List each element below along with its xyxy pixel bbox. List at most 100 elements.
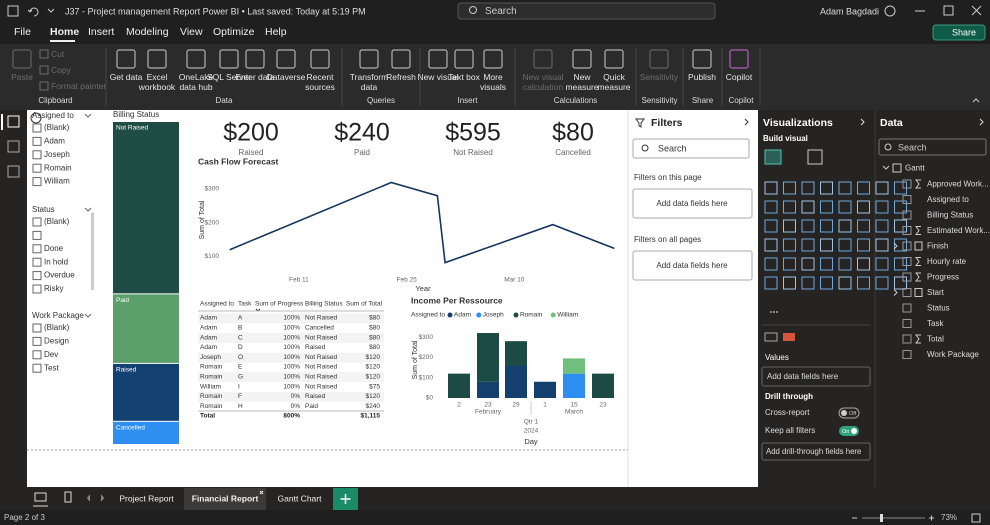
checkbox[interactable] [902, 257, 912, 266]
checkbox[interactable] [902, 334, 912, 344]
checkbox[interactable] [902, 179, 912, 189]
ribbon-button[interactable]: Excel workbook [138, 72, 176, 92]
checkbox[interactable] [902, 241, 912, 251]
ribbon-button[interactable]: SQL Server [206, 72, 252, 82]
ribbon-button[interactable]: More visuals [480, 72, 506, 92]
visual-type-icon[interactable] [783, 238, 796, 252]
visual-type-icon[interactable] [838, 257, 852, 271]
menu-item[interactable]: Insert [88, 26, 114, 38]
drop-zone[interactable] [632, 250, 753, 281]
visual-type-icon[interactable] [783, 219, 796, 233]
visual-type-icon[interactable] [875, 276, 889, 290]
checkbox[interactable] [902, 226, 912, 235]
visual-type-icon[interactable] [875, 219, 889, 233]
view-icon[interactable] [7, 115, 20, 128]
visual-type-icon[interactable] [838, 276, 852, 290]
ribbon-button[interactable]: New visual calculation [522, 72, 564, 92]
visual-type-icon[interactable] [838, 200, 852, 214]
visual-type-icon[interactable] [820, 219, 833, 233]
menu-item[interactable]: File [14, 26, 31, 38]
checkbox[interactable] [32, 257, 42, 267]
checkbox[interactable] [32, 177, 42, 187]
visual-type-icon[interactable] [764, 257, 778, 271]
toggle-off[interactable] [838, 407, 860, 419]
visual-type-icon[interactable] [894, 200, 907, 214]
page-tab[interactable] [266, 488, 333, 510]
ribbon-button[interactable]: New visual [417, 72, 459, 82]
ribbon-button[interactable]: New measure [565, 72, 599, 92]
ribbon-button[interactable]: Get data [109, 72, 143, 82]
page-tab[interactable] [184, 488, 266, 510]
visual-type-icon[interactable] [894, 257, 907, 271]
visual-type-icon[interactable] [875, 238, 889, 252]
checkbox[interactable] [32, 244, 42, 254]
page-tab[interactable] [110, 488, 183, 510]
ribbon-button[interactable]: Enter data [235, 72, 275, 82]
zoom-thumb[interactable] [880, 514, 883, 522]
visual-type-icon[interactable] [857, 238, 870, 252]
visual-type-icon[interactable] [820, 276, 833, 290]
maximize[interactable] [943, 5, 954, 16]
data-search[interactable] [878, 138, 987, 156]
view-icon[interactable] [7, 165, 20, 178]
checkbox[interactable] [32, 350, 42, 360]
checkbox[interactable] [32, 123, 42, 133]
visual-type-icon[interactable] [820, 238, 833, 252]
checkbox[interactable] [32, 230, 42, 240]
checkbox[interactable] [32, 136, 42, 146]
close[interactable] [971, 5, 982, 16]
visual-type-icon[interactable] [783, 257, 796, 271]
checkbox[interactable] [902, 210, 912, 220]
ribbon-button[interactable]: Cut [51, 49, 65, 59]
ribbon-button[interactable]: Copy [51, 65, 71, 75]
search-box[interactable] [457, 2, 716, 20]
menu-item[interactable]: Home [50, 26, 79, 38]
visual-type-icon[interactable] [894, 238, 907, 252]
ribbon-button[interactable]: Text box [448, 72, 480, 82]
checkbox[interactable] [902, 319, 912, 328]
visual-type-icon[interactable] [801, 219, 815, 233]
visual-type-icon[interactable] [875, 181, 889, 195]
menu-item[interactable]: View [180, 26, 203, 38]
visual-type-icon[interactable] [801, 238, 815, 252]
menu-item[interactable]: Optimize [213, 26, 255, 38]
visual-type-icon[interactable] [801, 276, 815, 290]
ribbon-button[interactable]: Dataverse [266, 72, 306, 82]
visual-type-icon[interactable] [875, 200, 889, 214]
drop-zone[interactable] [761, 366, 871, 387]
ribbon-button[interactable]: Paste [11, 72, 33, 82]
checkbox[interactable] [32, 163, 42, 173]
ribbon-button[interactable]: Publish [688, 72, 716, 82]
visual-type-icon[interactable] [764, 238, 778, 252]
visual-type-icon[interactable] [838, 181, 852, 195]
checkbox[interactable] [902, 272, 912, 282]
visual-type-icon[interactable] [875, 257, 889, 271]
visual-type-icon[interactable] [783, 276, 796, 290]
visual-type-icon[interactable] [764, 181, 778, 195]
ribbon-button[interactable]: OneLake data hub [178, 72, 214, 92]
ribbon-button[interactable]: Copilot [725, 72, 753, 82]
ribbon-button[interactable]: Transform data [349, 72, 389, 92]
menu-item[interactable]: Help [265, 26, 287, 38]
view-icon[interactable] [7, 140, 20, 153]
visual-type-icon[interactable] [783, 200, 796, 214]
visual-type-icon[interactable] [857, 200, 870, 214]
visual-type-icon[interactable] [838, 219, 852, 233]
visual-type-icon[interactable] [801, 181, 815, 195]
visual-type-icon[interactable] [857, 257, 870, 271]
menu-item[interactable]: Modeling [126, 26, 169, 38]
ribbon-button[interactable]: Quick measure [597, 72, 631, 92]
visual-type-icon[interactable] [857, 181, 870, 195]
checkbox[interactable] [32, 323, 42, 333]
checkbox[interactable] [32, 150, 42, 160]
visual-type-icon[interactable] [783, 181, 796, 195]
checkbox[interactable] [32, 284, 42, 294]
visual-type-icon[interactable] [857, 219, 870, 233]
visual-type-icon[interactable] [820, 257, 833, 271]
share-button[interactable] [932, 24, 986, 41]
checkbox[interactable] [32, 217, 42, 227]
visual-type-icon[interactable] [894, 276, 907, 290]
checkbox[interactable] [902, 303, 912, 313]
visual-type-icon[interactable] [857, 276, 870, 290]
checkbox[interactable] [32, 363, 42, 373]
